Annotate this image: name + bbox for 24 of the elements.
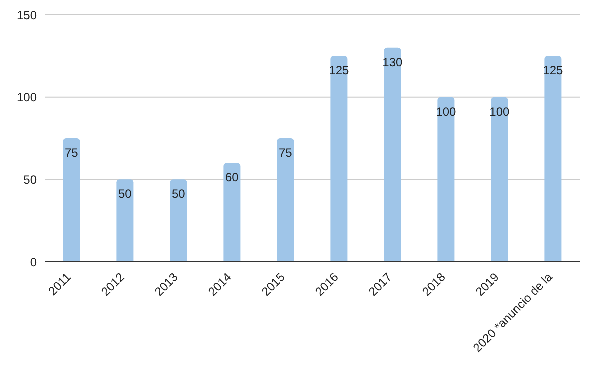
data-label: 75 [65,146,79,160]
bar [384,48,402,262]
bar [116,180,134,262]
data-label: 50 [172,187,186,202]
data-label: 130 [382,55,404,70]
bar [544,56,562,262]
bar [224,163,241,262]
bar [330,56,348,262]
data-label: 75 [279,146,293,160]
y-tick-label: 100 [16,90,38,105]
data-label: 125 [329,64,350,78]
y-tick-label: 50 [24,172,38,187]
data-label: 125 [543,64,564,78]
y-tick-label: 150 [16,8,38,22]
bar [277,138,294,262]
bar [491,97,508,262]
data-label: 100 [436,104,457,119]
data-label: 100 [490,104,510,119]
bar [438,97,455,262]
y-tick-label: 0 [30,255,38,270]
bar [63,138,80,262]
data-label: 60 [226,170,240,185]
bar [170,180,188,262]
data-label: 50 [118,187,132,202]
